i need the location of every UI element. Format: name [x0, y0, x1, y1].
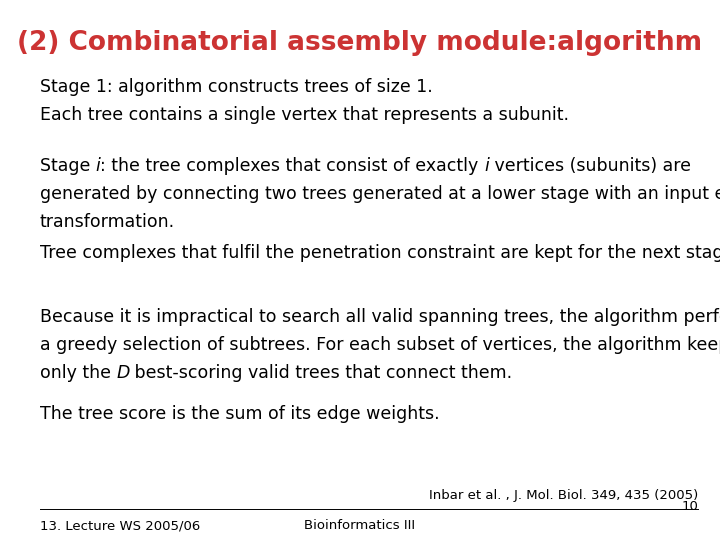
Text: 13. Lecture WS 2005/06: 13. Lecture WS 2005/06: [40, 519, 200, 532]
Text: 10: 10: [682, 500, 698, 512]
Text: Bioinformatics III: Bioinformatics III: [305, 519, 415, 532]
Text: Inbar et al. , J. Mol. Biol. 349, 435 (2005): Inbar et al. , J. Mol. Biol. 349, 435 (2…: [429, 489, 698, 502]
Text: a greedy selection of subtrees. For each subset of vertices, the algorithm keeps: a greedy selection of subtrees. For each…: [40, 336, 720, 354]
Text: only the: only the: [40, 364, 116, 382]
Text: Tree complexes that fulfil the penetration constraint are kept for the next stag: Tree complexes that fulfil the penetrati…: [40, 244, 720, 262]
Text: best-scoring valid trees that connect them.: best-scoring valid trees that connect th…: [130, 364, 513, 382]
Text: vertices (subunits) are: vertices (subunits) are: [489, 157, 691, 174]
Text: i: i: [484, 157, 489, 174]
Text: Stage: Stage: [40, 157, 96, 174]
Text: transformation.: transformation.: [40, 213, 175, 231]
Text: generated by connecting two trees generated at a lower stage with an input edge: generated by connecting two trees genera…: [40, 185, 720, 202]
Text: Each tree contains a single vertex that represents a subunit.: Each tree contains a single vertex that …: [40, 106, 569, 124]
Text: : the tree complexes that consist of exactly: : the tree complexes that consist of exa…: [100, 157, 484, 174]
Text: i: i: [96, 157, 100, 174]
Text: The tree score is the sum of its edge weights.: The tree score is the sum of its edge we…: [40, 405, 439, 423]
Text: Because it is impractical to search all valid spanning trees, the algorithm perf: Because it is impractical to search all …: [40, 308, 720, 326]
Text: D: D: [116, 364, 130, 382]
Text: (2) Combinatorial assembly module:algorithm: (2) Combinatorial assembly module:algori…: [17, 30, 703, 56]
Text: Stage 1: algorithm constructs trees of size 1.: Stage 1: algorithm constructs trees of s…: [40, 78, 432, 96]
